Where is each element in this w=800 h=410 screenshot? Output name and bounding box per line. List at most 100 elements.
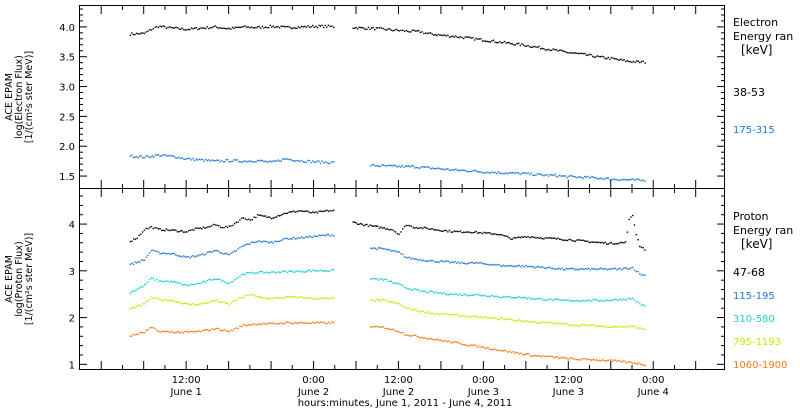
proton-data-point [135, 333, 138, 336]
electron-data-point [134, 33, 136, 36]
proton-data-point [487, 263, 489, 266]
proton-data-point [232, 300, 234, 302]
proton-data-point [611, 326, 613, 328]
proton-data-point [271, 241, 273, 243]
proton-data-point [183, 231, 185, 233]
proton-data-point [544, 236, 547, 239]
proton-data-point [395, 330, 397, 332]
electron-data-point [590, 176, 592, 178]
electron-data-point [271, 26, 273, 28]
electron-data-point [547, 48, 550, 51]
electron-data-point [164, 25, 166, 28]
electron-legend-title: Energy ran [733, 30, 793, 43]
proton-data-point [133, 238, 135, 240]
proton-data-point [599, 242, 602, 244]
proton-data-point [390, 328, 392, 331]
proton-data-point [289, 322, 292, 324]
electron-data-point [602, 178, 605, 181]
proton-data-point [559, 268, 562, 271]
proton-data-point [145, 227, 147, 230]
proton-data-point [197, 304, 199, 306]
proton-data-point [266, 298, 268, 300]
proton-data-point [260, 323, 262, 325]
x-tick-label-time: 0:00 [302, 375, 324, 386]
proton-data-point [244, 294, 246, 297]
proton-data-point [473, 344, 475, 346]
proton-legend-entry: 115-195 [733, 291, 775, 302]
proton-data-point [564, 323, 566, 325]
proton-data-point [327, 270, 330, 272]
proton-data-point [537, 265, 540, 268]
proton-data-point [562, 357, 565, 359]
proton-data-point [575, 323, 577, 326]
electron-data-point [311, 160, 314, 162]
proton-data-point [263, 215, 265, 217]
electron-data-point [459, 169, 462, 171]
electron-data-point [178, 156, 180, 158]
electron-data-point [440, 168, 443, 170]
proton-data-point [208, 251, 210, 253]
proton-data-point [235, 221, 238, 224]
proton-data-point [392, 301, 394, 303]
proton-data-point [307, 270, 309, 272]
proton-data-point [556, 268, 558, 270]
proton-data-point [184, 283, 186, 286]
proton-data-point [512, 319, 514, 322]
electron-data-point [516, 171, 518, 174]
proton-data-point [573, 240, 575, 242]
proton-data-point [157, 228, 160, 230]
proton-data-point [197, 227, 200, 230]
proton-data-point [197, 282, 199, 285]
electron-data-point [433, 167, 435, 170]
proton-data-point [326, 270, 328, 272]
proton-data-point [531, 266, 533, 268]
electron-data-point [621, 59, 624, 62]
proton-ylabel-line: log(Proton Flux) [14, 241, 25, 316]
electron-data-point [179, 28, 182, 30]
proton-data-point [198, 282, 201, 284]
proton-data-point [165, 253, 168, 255]
proton-data-point [272, 297, 275, 299]
electron-data-point [563, 175, 565, 177]
proton-data-point [246, 294, 248, 296]
proton-data-point [427, 291, 429, 294]
proton-data-point [143, 303, 146, 305]
electron-data-point [528, 173, 531, 176]
proton-data-point [576, 325, 579, 327]
electron-data-point [596, 177, 599, 180]
proton-data-point [366, 223, 368, 226]
proton-data-point [175, 301, 177, 303]
proton-data-point [602, 359, 604, 361]
electron-data-point [470, 37, 473, 39]
proton-data-point [286, 321, 289, 324]
electron-data-point [595, 56, 597, 58]
proton-data-point [160, 330, 163, 333]
electron-data-point [389, 164, 391, 167]
proton-data-point [609, 268, 612, 271]
electron-data-point [272, 160, 275, 162]
proton-data-point [387, 248, 389, 251]
electron-data-point [299, 160, 301, 163]
proton-data-point [492, 317, 494, 320]
electron-data-point [541, 47, 543, 50]
proton-data-point [211, 300, 213, 302]
proton-data-point [195, 283, 197, 285]
proton-data-point [589, 269, 591, 271]
electron-data-point [395, 28, 397, 31]
electron-data-point [456, 36, 459, 38]
electron-data-point [475, 170, 477, 172]
proton-data-point [432, 291, 434, 293]
proton-data-point [275, 240, 278, 243]
proton-data-point [331, 234, 333, 236]
proton-data-point [586, 299, 588, 302]
proton-data-point [289, 270, 292, 272]
electron-data-point [478, 38, 481, 40]
proton-data-point [192, 331, 194, 333]
proton-data-point [150, 295, 153, 298]
proton-data-point [470, 294, 472, 297]
electron-data-point [293, 27, 295, 29]
electron-data-point [522, 44, 525, 46]
electron-data-point [442, 168, 444, 170]
proton-data-point [385, 327, 388, 330]
proton-data-point [327, 210, 330, 213]
